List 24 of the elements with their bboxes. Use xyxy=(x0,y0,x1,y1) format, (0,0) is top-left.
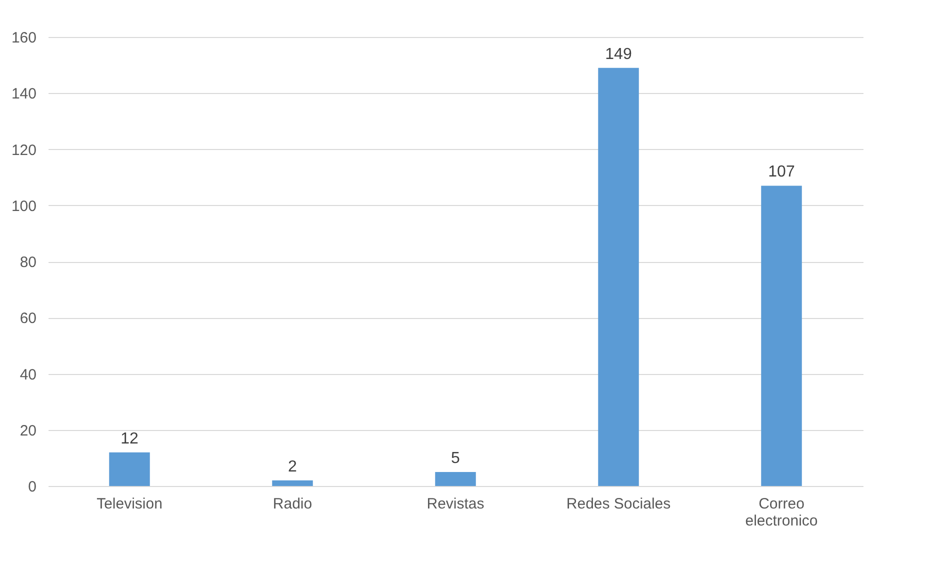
y-tick-label: 120 xyxy=(11,142,36,159)
data-label: 107 xyxy=(768,164,795,181)
x-tick-label: Television xyxy=(96,496,162,512)
bar xyxy=(272,480,313,486)
bar xyxy=(435,472,476,486)
data-label: 2 xyxy=(288,458,298,476)
x-tick-label: Correo electronico xyxy=(745,496,818,530)
data-label: 149 xyxy=(605,46,632,63)
bar xyxy=(109,452,150,486)
y-tick-label: 80 xyxy=(20,254,36,271)
data-label: 5 xyxy=(451,450,460,467)
y-tick-label: 60 xyxy=(20,310,36,328)
y-tick-label: 140 xyxy=(11,86,36,103)
bar xyxy=(761,186,802,486)
x-tick-label: Radio xyxy=(272,496,312,512)
y-tick-label: 20 xyxy=(20,422,36,440)
y-tick-label: 40 xyxy=(20,366,36,384)
y-tick-label: 100 xyxy=(11,198,36,215)
x-tick-label: Redes Sociales xyxy=(566,496,671,512)
x-tick-label: Revistas xyxy=(426,496,484,512)
data-label: 12 xyxy=(120,430,138,448)
bar xyxy=(598,68,639,486)
y-tick-label: 0 xyxy=(28,478,36,496)
y-tick-label: 160 xyxy=(11,30,36,46)
